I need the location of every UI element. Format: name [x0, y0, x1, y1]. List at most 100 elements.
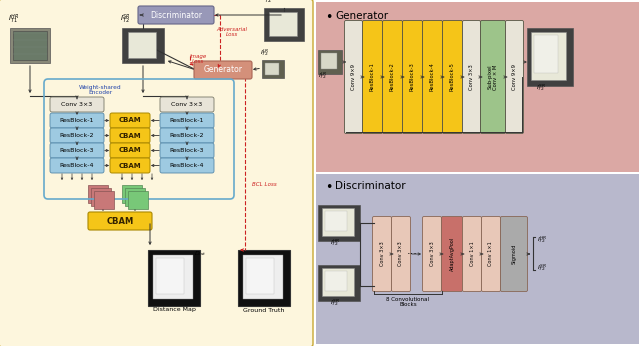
- Text: Conv 9×9: Conv 9×9: [351, 64, 356, 90]
- FancyBboxPatch shape: [160, 97, 214, 112]
- Text: BCL Loss: BCL Loss: [252, 182, 276, 188]
- Bar: [13, 31, 47, 60]
- Text: ResBlock-5: ResBlock-5: [450, 63, 455, 91]
- FancyBboxPatch shape: [372, 217, 392, 291]
- Text: CBAM: CBAM: [118, 133, 141, 138]
- Bar: [156, 258, 184, 294]
- FancyBboxPatch shape: [160, 128, 214, 143]
- Text: Generator: Generator: [335, 11, 388, 21]
- Bar: [318, 50, 342, 74]
- FancyBboxPatch shape: [110, 158, 150, 173]
- Text: CBAM: CBAM: [118, 147, 141, 154]
- FancyBboxPatch shape: [160, 143, 214, 158]
- FancyBboxPatch shape: [463, 20, 481, 134]
- Text: ResBlock-1: ResBlock-1: [60, 118, 94, 123]
- Text: ResBlock-3: ResBlock-3: [60, 148, 94, 153]
- FancyBboxPatch shape: [50, 143, 104, 158]
- FancyBboxPatch shape: [481, 20, 506, 134]
- Text: Discriminator: Discriminator: [150, 10, 202, 19]
- Bar: [531, 32, 566, 80]
- FancyBboxPatch shape: [160, 158, 214, 173]
- Text: $I_{T2}^{SR}$: $I_{T2}^{SR}$: [330, 298, 340, 308]
- Text: Ground Truth: Ground Truth: [243, 308, 285, 312]
- FancyBboxPatch shape: [383, 20, 403, 134]
- Text: $I_{T2}^{SR}$: $I_{T2}^{SR}$: [537, 263, 547, 273]
- Text: ResBlock-4: ResBlock-4: [60, 163, 94, 168]
- Bar: [318, 265, 360, 301]
- Text: Sigmoid: Sigmoid: [511, 244, 516, 264]
- FancyBboxPatch shape: [506, 20, 524, 134]
- Bar: [122, 185, 142, 203]
- Text: •: •: [325, 11, 332, 24]
- Text: ResBlock-4: ResBlock-4: [170, 163, 204, 168]
- Text: $I_{T2}^{SR}$: $I_{T2}^{SR}$: [536, 83, 546, 93]
- Bar: [10, 28, 50, 63]
- Text: ResBlock-1: ResBlock-1: [170, 118, 204, 123]
- Text: Conv 3×3: Conv 3×3: [469, 64, 474, 90]
- Bar: [322, 268, 354, 296]
- Bar: [122, 28, 164, 63]
- Text: ResBlock-3: ResBlock-3: [170, 148, 204, 153]
- FancyBboxPatch shape: [362, 20, 383, 134]
- FancyBboxPatch shape: [442, 217, 463, 291]
- FancyBboxPatch shape: [403, 20, 422, 134]
- Text: Discriminator: Discriminator: [335, 181, 406, 191]
- FancyBboxPatch shape: [160, 113, 214, 128]
- Text: $D_{ist}$: $D_{ist}$: [194, 249, 206, 258]
- Bar: [321, 53, 337, 69]
- Text: Sub-pixel
Conv × M: Sub-pixel Conv × M: [488, 64, 499, 90]
- Bar: [243, 255, 283, 299]
- FancyBboxPatch shape: [50, 158, 104, 173]
- Text: ResBlock-2: ResBlock-2: [60, 133, 94, 138]
- Bar: [318, 205, 360, 241]
- Text: Conv 1×1: Conv 1×1: [488, 242, 493, 266]
- Text: $I_{T2}^{LR}$: $I_{T2}^{LR}$: [260, 47, 269, 58]
- Text: $I_{T2}^{HR}$: $I_{T2}^{HR}$: [262, 0, 273, 6]
- FancyBboxPatch shape: [0, 0, 313, 346]
- Text: Conv 9×9: Conv 9×9: [512, 64, 517, 90]
- FancyBboxPatch shape: [422, 20, 442, 134]
- Text: Weight-shared
Encoder: Weight-shared Encoder: [79, 85, 122, 95]
- Text: $I_{T2}^{HR}$: $I_{T2}^{HR}$: [537, 235, 547, 245]
- Text: Conv 3×3: Conv 3×3: [61, 102, 93, 107]
- FancyBboxPatch shape: [110, 143, 150, 158]
- Bar: [534, 35, 558, 73]
- FancyBboxPatch shape: [110, 113, 150, 128]
- Bar: [265, 63, 279, 75]
- Text: 8 Convolutional
Blocks: 8 Convolutional Blocks: [387, 297, 429, 307]
- Bar: [322, 208, 354, 236]
- FancyBboxPatch shape: [392, 217, 410, 291]
- Bar: [527, 28, 573, 86]
- Text: Conv 3×3: Conv 3×3: [172, 102, 203, 107]
- Bar: [94, 191, 114, 209]
- FancyBboxPatch shape: [500, 217, 527, 291]
- Bar: [269, 12, 297, 36]
- Bar: [153, 255, 193, 299]
- Text: Distance Map: Distance Map: [152, 308, 195, 312]
- Bar: [128, 191, 148, 209]
- Bar: [148, 250, 200, 306]
- Text: Adversarial
Loss: Adversarial Loss: [216, 27, 248, 37]
- Text: $I_{T2}^{SR}$: $I_{T2}^{SR}$: [120, 13, 131, 26]
- FancyBboxPatch shape: [344, 20, 362, 134]
- Text: CBAM: CBAM: [118, 118, 141, 124]
- Text: Conv 3×3: Conv 3×3: [429, 242, 435, 266]
- Text: CBAM: CBAM: [106, 217, 134, 226]
- Bar: [91, 188, 111, 206]
- Text: $I_{T1}^{HR}$: $I_{T1}^{HR}$: [8, 13, 19, 26]
- FancyBboxPatch shape: [194, 61, 252, 79]
- Text: ResBlock-3: ResBlock-3: [410, 63, 415, 91]
- FancyBboxPatch shape: [463, 217, 481, 291]
- Text: $I_{T2}^{HR}$: $I_{T2}^{HR}$: [330, 238, 340, 248]
- Bar: [325, 271, 347, 291]
- FancyBboxPatch shape: [50, 128, 104, 143]
- FancyBboxPatch shape: [50, 113, 104, 128]
- Bar: [264, 8, 304, 41]
- Bar: [128, 32, 156, 58]
- Text: ResBlock-4: ResBlock-4: [430, 63, 435, 91]
- FancyBboxPatch shape: [442, 20, 463, 134]
- Bar: [316, 2, 639, 172]
- Text: Generator: Generator: [204, 65, 243, 74]
- Bar: [325, 211, 347, 231]
- Text: ResBlock-2: ResBlock-2: [170, 133, 204, 138]
